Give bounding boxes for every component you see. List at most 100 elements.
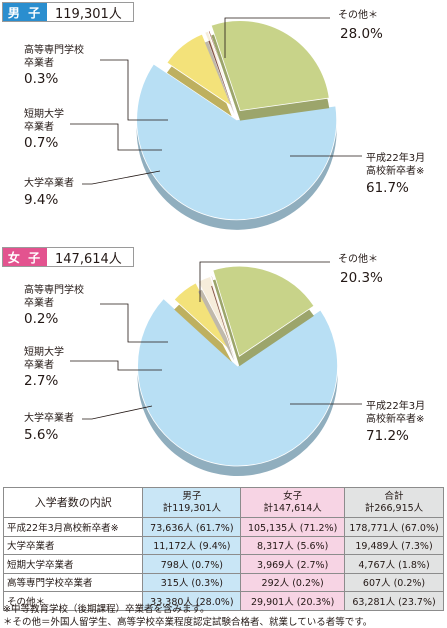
male-tech-line2: 卒業者 [24, 58, 54, 69]
table-header-male-line1: 男子 [182, 490, 202, 502]
table-header-total-line2: 計266,915人 [364, 502, 424, 514]
female-hs-pct: 71.2% [366, 428, 409, 444]
male-jc-pct: 0.7% [24, 135, 59, 151]
male-jc-line1: 短期大学 [24, 109, 64, 120]
male-univ-label: 大学卒業者 [24, 178, 74, 189]
male-leader-univ [82, 170, 161, 185]
male-tech-line1: 高等専門学校 [24, 45, 84, 56]
male-other-pct: 28.0% [340, 26, 383, 42]
female-jc-pct: 2.7% [24, 373, 59, 389]
row-total: 4,767人 (1.8%) [344, 554, 444, 574]
table-header-female: 女子 計147,614人 [240, 487, 346, 518]
male-slice-tech [207, 30, 236, 105]
row-female: 29,901人 (20.3%) [240, 591, 346, 611]
female-slice-jc [197, 276, 235, 351]
male-hs-line2: 高校新卒者※ [366, 166, 425, 177]
male-slice-univ [166, 33, 233, 108]
male-pie [70, 17, 362, 230]
female-leader-other [199, 261, 330, 302]
pie-charts [70, 17, 362, 476]
table-row: その他＊ 33,380人 (28.0%) 29,901人 (20.3%) 63,281… [2, 591, 444, 611]
female-slice-hs [137, 298, 338, 467]
female-leader-jc [70, 360, 162, 371]
row-male: 33,380人 (28.0%) [142, 591, 242, 611]
row-label: 平成22年3月高校新卒者※ [2, 517, 144, 537]
female-hs-label: 平成22年3月 高校新卒者※ [366, 400, 425, 426]
female-tag: 女 子 [3, 248, 47, 266]
female-slice-other [212, 265, 315, 357]
female-tech-pct: 0.2% [24, 311, 59, 327]
male-hs-line1: 平成22年3月 [366, 153, 426, 164]
female-slice-jc-side [198, 286, 235, 361]
row-label: 短期大学卒業者 [2, 554, 144, 574]
male-tag: 男 子 [3, 3, 47, 21]
female-total: 147,614人 [55, 251, 122, 267]
female-header: 女 子 147,614人 [2, 247, 134, 267]
female-pie [70, 261, 362, 476]
table-row: 平成22年3月高校新卒者※ 73,636人 (61.7%) 105,135人 (71… [2, 517, 444, 537]
row-male: 73,636人 (61.7%) [142, 517, 242, 537]
male-slice-hs [136, 63, 338, 221]
table-header-female-line2: 計147,614人 [263, 502, 322, 514]
table-header-male: 男子 計119,301人 [142, 487, 242, 518]
female-slice-univ [173, 282, 233, 353]
male-other-label: その他＊ [338, 10, 378, 21]
male-univ-pct: 9.4% [24, 192, 59, 208]
table-header-total-line1: 合計 [384, 490, 404, 502]
table-header-total: 合計 計266,915人 [344, 487, 444, 518]
male-header: 男 子 119,301人 [2, 2, 134, 22]
female-hs-line1: 平成22年3月 [366, 401, 426, 412]
male-tech-pct: 0.3% [24, 71, 59, 87]
table-row: 高等専門学校卒業者 315人 (0.3%) 292人 (0.2%) 607人 (0.2… [2, 572, 444, 592]
row-label: 高等専門学校卒業者 [2, 572, 144, 592]
male-slice-jc-side [204, 41, 235, 115]
table-header-label: 入学者数の内訳 [2, 487, 144, 518]
male-leader-jc [70, 123, 162, 151]
row-total: 63,281人 (23.7%) [344, 591, 444, 611]
female-other-label: その他＊ [338, 254, 378, 265]
table-header-male-line2: 計119,301人 [162, 502, 221, 514]
row-male: 798人 (0.7%) [142, 554, 242, 574]
male-total: 119,301人 [55, 6, 122, 22]
row-male: 11,172人 (9.4%) [142, 535, 242, 555]
row-female: 292人 (0.2%) [240, 572, 346, 592]
table-header-female-line1: 女子 [283, 490, 303, 502]
row-label: 大学卒業者 [2, 535, 144, 555]
male-slice-other [210, 20, 330, 112]
row-total: 178,771人 (67.0%) [344, 517, 444, 537]
row-total: 607人 (0.2%) [344, 572, 444, 592]
female-jc-line1: 短期大学 [24, 347, 64, 358]
row-label: その他＊ [2, 591, 144, 611]
female-univ-pct: 5.6% [24, 427, 59, 443]
table-header-row: 入学者数の内訳 男子 計119,301人 女子 計147,614人 合計 計266,9… [2, 487, 444, 518]
female-other-pct: 20.3% [340, 270, 383, 286]
row-female: 105,135人 (71.2%) [240, 517, 346, 537]
female-univ-label: 大学卒業者 [24, 413, 74, 424]
row-female: 8,317人 (5.6%) [240, 535, 346, 555]
female-tech-line1: 高等専門学校 [24, 285, 84, 296]
male-hs-pct: 61.7% [366, 180, 409, 196]
male-jc-line2: 卒業者 [24, 122, 54, 133]
male-slice-tech-side [208, 40, 235, 115]
row-male: 315人 (0.3%) [142, 572, 242, 592]
table-row: 短期大学卒業者 798人 (0.7%) 3,969人 (2.7%) 4,767人 (1… [2, 554, 444, 574]
male-leader-tech [100, 59, 168, 121]
female-tech-line2: 卒業者 [24, 298, 54, 309]
female-leader-tech [100, 303, 168, 343]
table-row: 大学卒業者 11,172人 (9.4%) 8,317人 (5.6%) 19,489人 … [2, 535, 444, 555]
female-tech-label: 高等専門学校 卒業者 [24, 284, 84, 310]
female-jc-line2: 卒業者 [24, 360, 54, 371]
row-female: 3,969人 (2.7%) [240, 554, 346, 574]
male-jc-label: 短期大学 卒業者 [24, 108, 64, 134]
female-hs-line2: 高校新卒者※ [366, 414, 425, 425]
footnote-1: ※中等教育学校（後期課程）卒業者を含みます。 [3, 604, 210, 615]
female-slice-tech-side [211, 285, 236, 361]
male-tech-label: 高等専門学校 卒業者 [24, 44, 84, 70]
female-leader-univ [82, 405, 153, 420]
footnote-2: ＊その他＝外国人留学生、高等学校卒業程度認定試験合格者、就業している者等です。 [3, 617, 373, 628]
male-leader-other [224, 17, 330, 58]
intake-table: 入学者数の内訳 男子 計119,301人 女子 計147,614人 合計 計266,9… [2, 487, 444, 611]
row-total: 19,489人 (7.3%) [344, 535, 444, 555]
male-hs-label: 平成22年3月 高校新卒者※ [366, 152, 425, 178]
female-jc-label: 短期大学 卒業者 [24, 346, 64, 372]
